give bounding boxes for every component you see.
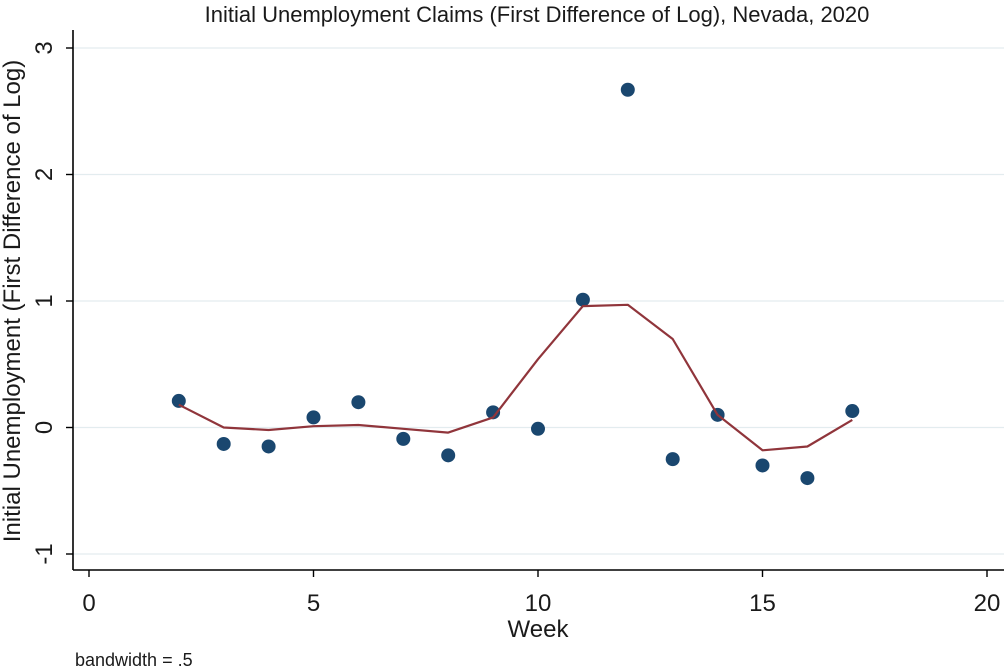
y-ticks: -1 0 1 2 3 — [31, 41, 73, 565]
data-point — [306, 410, 321, 425]
data-point — [216, 436, 231, 451]
x-tick-label: 10 — [525, 590, 552, 617]
x-tick-label: 20 — [974, 590, 1001, 617]
data-point — [396, 431, 411, 446]
data-point — [845, 404, 860, 419]
data-point — [755, 458, 770, 473]
chart-title: Initial Unemployment Claims (First Diffe… — [205, 2, 870, 27]
y-tick-label: 1 — [31, 294, 58, 307]
data-point — [575, 292, 590, 307]
x-tick-label: 0 — [82, 590, 95, 617]
data-point — [531, 421, 545, 436]
y-tick-label: 2 — [31, 168, 58, 181]
data-point — [486, 405, 501, 420]
y-axis-label: Initial Unemployment (First Difference o… — [0, 60, 26, 542]
data-point — [665, 452, 680, 467]
y-tick-label: -1 — [31, 543, 58, 564]
x-ticks: 0 5 10 15 20 — [82, 570, 1000, 617]
data-point — [620, 82, 635, 97]
data-point — [351, 395, 366, 410]
data-point — [261, 439, 276, 454]
data-point — [800, 471, 815, 486]
y-tick-label: 0 — [31, 421, 58, 434]
data-point — [441, 448, 456, 463]
data-point — [171, 393, 186, 408]
plot-area — [171, 82, 860, 486]
bandwidth-note: bandwidth = .5 — [75, 650, 193, 670]
x-tick-label: 5 — [307, 590, 320, 617]
x-tick-label: 15 — [749, 590, 776, 617]
smoothed-line — [178, 303, 853, 452]
y-tick-label: 3 — [31, 41, 58, 54]
x-axis-label: Week — [508, 616, 570, 643]
